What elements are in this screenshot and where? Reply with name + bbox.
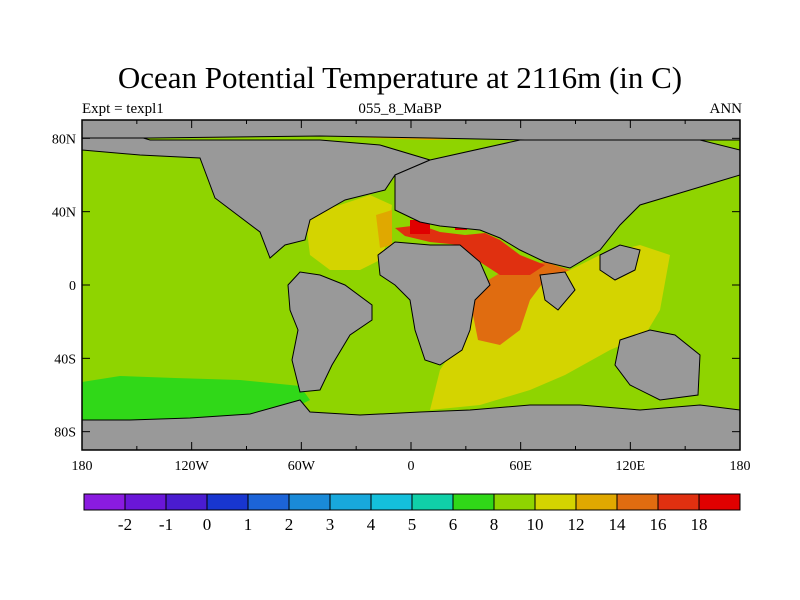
colorbar-swatch bbox=[83, 493, 126, 511]
colorbar-swatch bbox=[616, 493, 659, 511]
y-tick-label: 80S bbox=[54, 426, 76, 441]
colorbar-swatch bbox=[411, 493, 454, 511]
colorbar-label: 4 bbox=[367, 515, 376, 534]
colorbar-label: 10 bbox=[527, 515, 544, 534]
colorbar-swatch bbox=[288, 493, 331, 511]
season-label: ANN bbox=[709, 101, 743, 117]
x-tick-label: 180 bbox=[72, 459, 93, 474]
x-tick-label: 0 bbox=[408, 459, 415, 474]
colorbar-label: 16 bbox=[650, 515, 667, 534]
colorbar-label: 18 bbox=[691, 515, 708, 534]
colorbar-swatch bbox=[657, 493, 700, 511]
colorbar-label: 1 bbox=[244, 515, 253, 534]
landmasses bbox=[82, 120, 740, 450]
x-tick-label: 60E bbox=[509, 459, 532, 474]
y-tick-label: 40N bbox=[52, 206, 76, 221]
land-south-america bbox=[287, 271, 373, 393]
colorbar-label: -2 bbox=[118, 515, 132, 534]
colorbar-label: 3 bbox=[326, 515, 335, 534]
plot-title: Ocean Potential Temperature at 2116m (in… bbox=[117, 60, 683, 95]
x-tick-label: 60W bbox=[288, 459, 316, 474]
time-label: 055_8_MaBP bbox=[358, 101, 442, 117]
colorbar-swatch bbox=[165, 493, 208, 511]
map-field bbox=[82, 120, 740, 450]
colorbar-label: 0 bbox=[203, 515, 212, 534]
colorbar-label: 6 bbox=[449, 515, 458, 534]
ocean-zone-atlantic-yellow bbox=[305, 195, 392, 270]
ocean-zone-southern-green bbox=[82, 376, 310, 420]
x-tick-label: 120W bbox=[175, 459, 210, 474]
colorbar-label: 8 bbox=[490, 515, 499, 534]
x-tick-label: 180 bbox=[730, 459, 751, 474]
colorbar: -2 -1 0 1 2 3 4 5 6 8 10 12 14 16 18 bbox=[83, 493, 741, 534]
land-antarctica bbox=[82, 399, 740, 450]
land-africa bbox=[377, 241, 491, 366]
colorbar-swatch bbox=[329, 493, 372, 511]
y-tick-label: 0 bbox=[69, 279, 76, 294]
colorbar-swatch bbox=[247, 493, 290, 511]
ocean-zone-arabian-orange bbox=[470, 262, 570, 345]
colorbar-swatch bbox=[534, 493, 577, 511]
y-tick-label: 80N bbox=[52, 132, 76, 147]
land-se-asia bbox=[599, 244, 641, 281]
land-australia bbox=[614, 329, 701, 401]
land-arctic-strip bbox=[82, 120, 740, 141]
land-eurasia bbox=[394, 139, 740, 269]
colorbar-label: 12 bbox=[568, 515, 585, 534]
land-north-america bbox=[82, 120, 432, 259]
colorbar-swatch bbox=[370, 493, 413, 511]
colorbar-swatch bbox=[124, 493, 167, 511]
colorbar-swatch bbox=[452, 493, 495, 511]
ocean-zone-atlantic-orange bbox=[376, 210, 392, 248]
colorbar-swatch bbox=[206, 493, 249, 511]
colorbar-label: 14 bbox=[609, 515, 627, 534]
colorbar-label: 2 bbox=[285, 515, 294, 534]
axis-ticks: 180 120W 60W 0 60E 120E 180 80N 40N 0 40S 80S bbox=[52, 120, 751, 474]
colorbar-label: 5 bbox=[408, 515, 417, 534]
colorbar-swatch bbox=[575, 493, 618, 511]
x-tick-label: 120E bbox=[616, 459, 646, 474]
ocean-zone-tethys-red bbox=[395, 225, 545, 275]
colorbar-swatch bbox=[698, 493, 741, 511]
land-india bbox=[539, 271, 576, 311]
experiment-label: Expt = texpl1 bbox=[82, 101, 164, 117]
colorbar-swatch bbox=[493, 493, 536, 511]
y-tick-label: 40S bbox=[54, 352, 76, 367]
colorbar-label: -1 bbox=[159, 515, 173, 534]
